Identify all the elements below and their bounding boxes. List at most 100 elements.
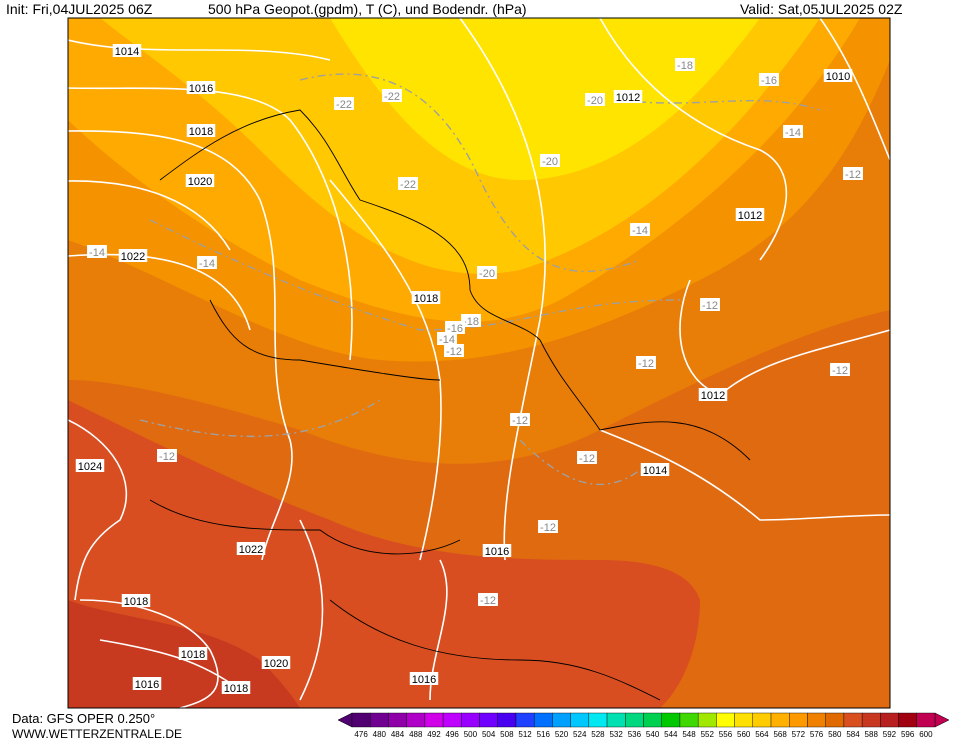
temperature-label: -22 bbox=[400, 179, 416, 191]
temperature-label: -22 bbox=[384, 91, 400, 103]
colorbar-swatch bbox=[479, 712, 498, 728]
temperature-label: -12 bbox=[638, 358, 654, 370]
isobar-label-box bbox=[409, 672, 439, 685]
site-url: WWW.WETTERZENTRALE.DE bbox=[12, 727, 182, 741]
temperature-label: -18 bbox=[677, 60, 693, 72]
band bbox=[330, 18, 760, 180]
temperature-label: -14 bbox=[199, 258, 215, 270]
temperature-label-box bbox=[478, 593, 498, 606]
colorbar-arrow bbox=[337, 712, 353, 728]
temperature-label-box bbox=[87, 245, 107, 258]
isobar-label: 1018 bbox=[224, 683, 248, 695]
init-time: Init: Fri,04JUL2025 06Z bbox=[6, 1, 153, 17]
colorbar-swatch bbox=[752, 712, 772, 728]
temperature-label-box bbox=[510, 413, 530, 426]
temperature-label: -12 bbox=[512, 415, 528, 427]
colorbar-swatch bbox=[552, 712, 571, 728]
isobar-label: 1022 bbox=[121, 251, 145, 263]
isobar-label: 1018 bbox=[189, 126, 213, 138]
temperature-label: -12 bbox=[845, 169, 861, 181]
colorbar-label: 548 bbox=[682, 730, 696, 739]
temperature-label: -14 bbox=[89, 247, 105, 259]
temperature-label: -12 bbox=[579, 453, 595, 465]
colorbar-swatch bbox=[734, 712, 754, 728]
isobar-label-box bbox=[178, 647, 208, 660]
isobar-label-box bbox=[112, 44, 142, 57]
map-frame bbox=[67, 17, 891, 709]
isobar-label-box bbox=[640, 463, 670, 476]
temperature-label: -14 bbox=[632, 225, 648, 237]
isobar-label-box bbox=[186, 124, 216, 137]
colorbar-swatch bbox=[515, 712, 535, 728]
temperature-label-box bbox=[157, 449, 177, 462]
isobar-label-box bbox=[121, 594, 151, 607]
temperature-label: -12 bbox=[480, 595, 496, 607]
map-title: 500 hPa Geopot.(gpdm), T (C), und Bodend… bbox=[208, 1, 527, 17]
temperature-label: -12 bbox=[702, 300, 718, 312]
temperature-label-box bbox=[636, 356, 656, 369]
colorbar-label: 588 bbox=[865, 730, 879, 739]
isobar-label-box bbox=[75, 459, 105, 472]
colorbar-label: 524 bbox=[573, 730, 587, 739]
colorbar-swatch bbox=[625, 712, 644, 728]
temperature-label-box bbox=[445, 321, 465, 334]
temperature-label-box bbox=[538, 520, 558, 533]
temperature-label: -14 bbox=[439, 334, 455, 346]
isobar-label: 1014 bbox=[643, 465, 667, 477]
colorbar-swatch bbox=[679, 712, 699, 728]
colorbar-label: 492 bbox=[427, 730, 441, 739]
colorbar-label: 496 bbox=[446, 730, 460, 739]
colorbar-swatch bbox=[533, 712, 553, 728]
isobar-label-box bbox=[261, 656, 291, 669]
isobar-label-box bbox=[613, 90, 643, 103]
temperature-label-box bbox=[398, 177, 418, 190]
temperature-label-box bbox=[461, 314, 481, 327]
temperature-label: -16 bbox=[761, 75, 777, 87]
colorbar-arrow bbox=[934, 712, 950, 728]
temperature-label-box bbox=[675, 58, 695, 71]
colorbar-label: 500 bbox=[464, 730, 478, 739]
colorbar-swatch bbox=[406, 712, 426, 728]
isobar-label: 1014 bbox=[115, 46, 139, 58]
temperature-label-box bbox=[437, 332, 457, 345]
isobar-label: 1018 bbox=[414, 293, 438, 305]
colorbar-label: 488 bbox=[409, 730, 423, 739]
isobar-label: 1016 bbox=[189, 83, 213, 95]
colorbar-label: 568 bbox=[773, 730, 787, 739]
colorbar-swatch bbox=[497, 712, 517, 728]
colorbar-swatch bbox=[424, 712, 444, 728]
temperature-label-box bbox=[477, 266, 497, 279]
colorbar-label: 596 bbox=[901, 730, 915, 739]
isobar-label-box bbox=[411, 291, 441, 304]
colorbar-swatch bbox=[570, 712, 590, 728]
colorbar-label: 600 bbox=[919, 730, 933, 739]
temperature-label: -20 bbox=[479, 268, 495, 280]
colorbar-label: 544 bbox=[664, 730, 678, 739]
colorbar-swatch bbox=[370, 712, 389, 728]
colorbar-swatch bbox=[697, 712, 717, 728]
temperature-label-box bbox=[382, 89, 402, 102]
colorbar-label: 528 bbox=[591, 730, 605, 739]
isobar-label: 1020 bbox=[188, 176, 212, 188]
colorbar-swatch bbox=[661, 712, 681, 728]
isobar-label-box bbox=[185, 174, 215, 187]
band bbox=[68, 400, 700, 708]
colorbar-swatch bbox=[789, 712, 808, 728]
isobar-label: 1018 bbox=[181, 649, 205, 661]
isobar-label: 1018 bbox=[124, 596, 148, 608]
colorbar-swatch bbox=[898, 712, 917, 728]
data-source: Data: GFS OPER 0.250° bbox=[12, 711, 156, 726]
temperature-label: -20 bbox=[587, 95, 603, 107]
colorbar-label: 520 bbox=[555, 730, 569, 739]
temperature-label: -18 bbox=[463, 316, 479, 328]
isobar-label: 1022 bbox=[239, 544, 263, 556]
isobar-label: 1010 bbox=[826, 71, 850, 83]
isobar-label-box bbox=[132, 677, 162, 690]
temperature-label-box bbox=[783, 125, 803, 138]
colorbar-label: 564 bbox=[755, 730, 769, 739]
temperature-label-box bbox=[540, 154, 560, 167]
colorbar-label: 560 bbox=[737, 730, 751, 739]
isobar-label-box bbox=[186, 81, 216, 94]
colorbar-label: 536 bbox=[628, 730, 642, 739]
colorbar-swatch bbox=[351, 712, 371, 728]
